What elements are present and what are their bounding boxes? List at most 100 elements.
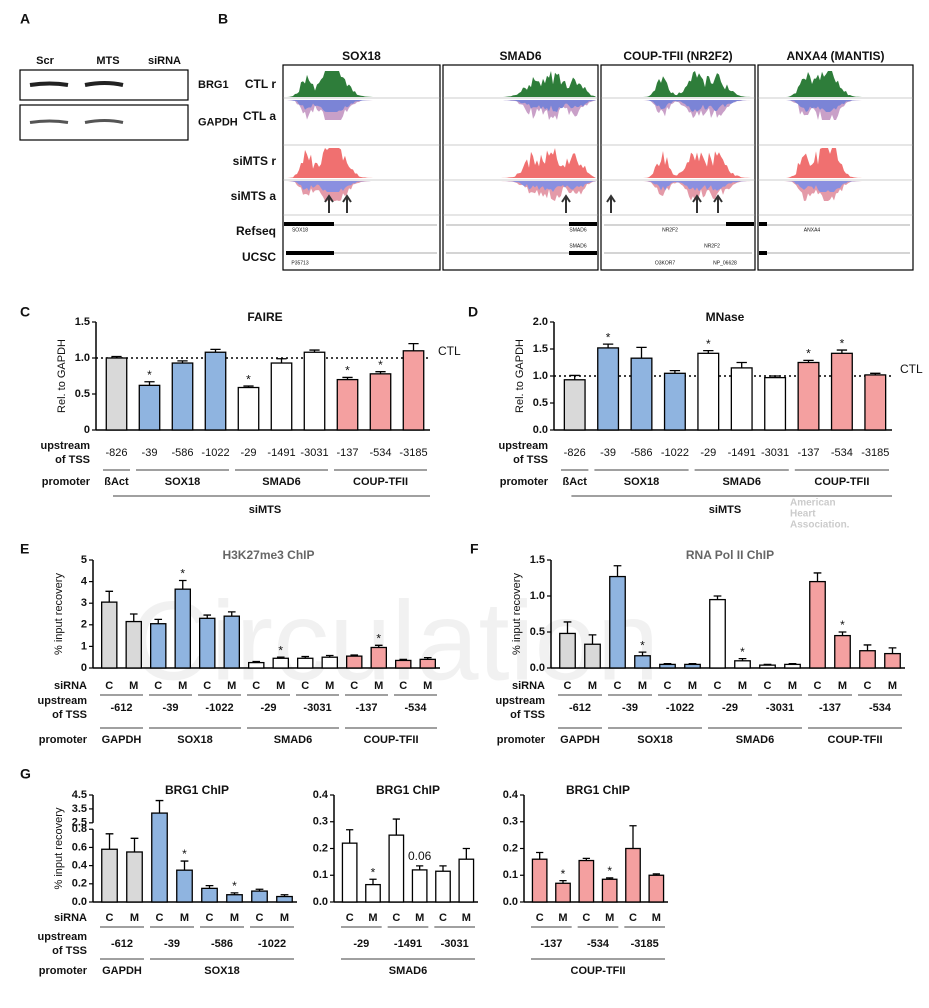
- site-label: -29: [261, 702, 277, 714]
- error-bar: [763, 663, 772, 666]
- x-tick-label: M: [888, 680, 897, 692]
- error-bar: [203, 614, 212, 619]
- error-bar: [462, 847, 470, 860]
- track-title: SMAD6: [499, 49, 541, 63]
- group-label: COUP-TFII: [571, 965, 626, 977]
- y-tick-label: 0.2: [503, 842, 518, 854]
- y-tick-label: 0: [81, 662, 87, 674]
- site-label: -39: [163, 702, 179, 714]
- bar: [659, 663, 676, 669]
- y-tick-label: 0.5: [533, 397, 548, 409]
- row-label: upstream: [40, 440, 90, 452]
- row-label: upstream: [37, 931, 87, 943]
- y-tick-label: 0.3: [313, 816, 328, 828]
- error-bar: [863, 644, 872, 651]
- reference-label: CTL: [900, 362, 923, 376]
- error-bar: [105, 833, 114, 850]
- bar: [369, 373, 392, 431]
- chart-title: H3K27me3 ChIP: [222, 548, 314, 562]
- y-tick-label: 0.3: [503, 816, 518, 828]
- row-label: of TSS: [513, 454, 548, 466]
- error-bar: [178, 579, 187, 590]
- treatment-label: siMTS: [709, 504, 741, 516]
- bar: [395, 659, 412, 669]
- track-signal: [445, 71, 596, 97]
- bar: [201, 887, 218, 903]
- error-bar: [688, 663, 697, 665]
- x-tick-label: C: [350, 680, 358, 692]
- x-tick-label: C: [582, 912, 590, 924]
- x-tick-label: C: [814, 680, 822, 692]
- y-tick-label: 3.5: [72, 803, 87, 815]
- significance-star: *: [806, 347, 811, 361]
- y-tick-label: 0.0: [72, 896, 87, 908]
- y-tick-label: 0: [84, 424, 90, 436]
- track-signal: [285, 71, 438, 97]
- row-label: of TSS: [52, 709, 87, 721]
- y-tick-label: 0.8: [72, 823, 87, 835]
- error-bar: [582, 857, 590, 861]
- error-bar: [205, 884, 214, 889]
- error-bar: [375, 371, 386, 374]
- bar: [176, 869, 193, 903]
- x-tick-label: C: [399, 680, 407, 692]
- lane-label: Scr: [36, 55, 54, 67]
- y-tick-label: 4: [81, 576, 88, 588]
- bar: [365, 883, 381, 903]
- track-signal: [603, 100, 753, 112]
- bar: [834, 634, 851, 669]
- panel-letter: D: [468, 304, 478, 320]
- x-tick-label: -3031: [300, 447, 328, 459]
- x-tick-label: -1022: [661, 447, 689, 459]
- bar: [797, 361, 820, 431]
- chart-title: MNase: [706, 310, 745, 324]
- error-bar: [210, 348, 221, 353]
- track-gene-label: NR2F2: [662, 227, 678, 233]
- error-bar: [569, 374, 580, 380]
- bar: [251, 890, 268, 903]
- x-tick-label: -586: [171, 447, 193, 459]
- x-tick-label: -39: [600, 447, 616, 459]
- lane-label: MTS: [96, 55, 119, 67]
- aha-mark: Association.: [790, 520, 850, 531]
- group-label: SMAD6: [274, 734, 313, 746]
- y-tick-label: 0.6: [72, 841, 87, 853]
- error-bar: [638, 651, 647, 656]
- x-tick-label: M: [558, 912, 567, 924]
- significance-star: *: [740, 645, 745, 659]
- y-tick-label: 1.0: [533, 370, 548, 382]
- x-tick-label: -29: [241, 447, 257, 459]
- site-label: -1022: [666, 702, 694, 714]
- bar: [809, 580, 826, 669]
- group-label: SOX18: [637, 734, 672, 746]
- bar: [697, 352, 720, 431]
- arrow: [606, 194, 616, 213]
- y-tick-label: 0.0: [313, 896, 328, 908]
- x-tick-label: -29: [700, 447, 716, 459]
- bar: [563, 379, 586, 431]
- group-label: SOX18: [204, 965, 239, 977]
- error-bar: [155, 799, 164, 814]
- bar: [578, 859, 595, 903]
- y-axis-label: Rel. to GAPDH: [56, 339, 68, 413]
- significance-star: *: [561, 867, 566, 881]
- error-bar: [803, 359, 814, 363]
- row-label: upstream: [498, 440, 548, 452]
- significance-star: *: [180, 567, 185, 581]
- bar: [759, 664, 776, 669]
- bar: [597, 347, 620, 431]
- site-label: -586: [211, 938, 233, 950]
- error-bar: [130, 837, 139, 852]
- bar: [171, 362, 194, 431]
- error-bar: [652, 873, 660, 876]
- bar: [830, 352, 853, 431]
- error-bar: [105, 590, 114, 603]
- bar: [630, 357, 653, 431]
- group-label: SMAD6: [389, 965, 428, 977]
- x-tick-label: C: [256, 912, 264, 924]
- x-tick-label: -1022: [201, 447, 229, 459]
- site-label: -137: [540, 938, 562, 950]
- track-signal: [603, 150, 753, 178]
- site-label: -137: [819, 702, 841, 714]
- y-tick-label: 0.1: [313, 869, 328, 881]
